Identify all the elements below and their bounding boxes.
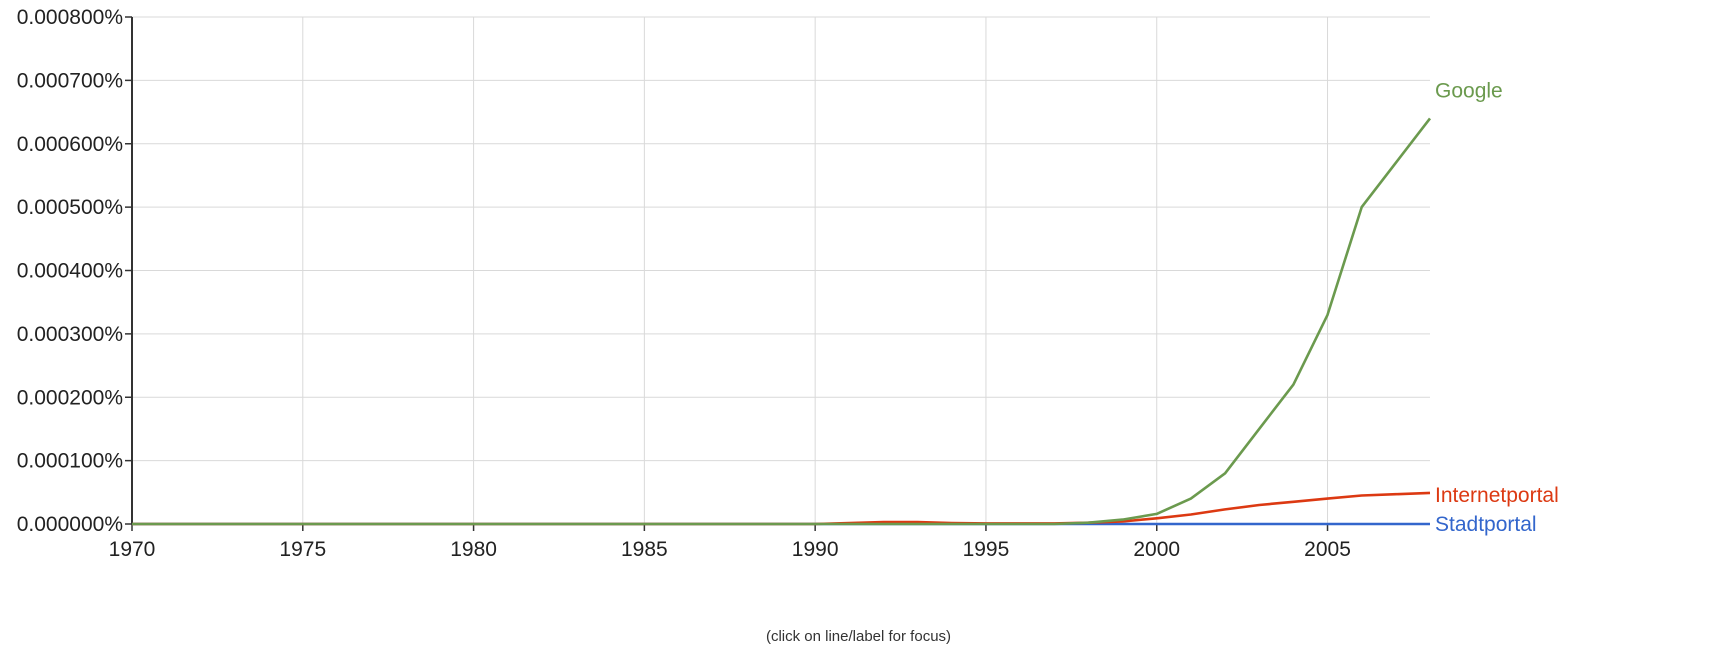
- x-tick-label: 1975: [279, 538, 326, 561]
- y-tick-label: 0.000000%: [17, 513, 123, 536]
- x-tick-label: 2000: [1133, 538, 1180, 561]
- y-tick-label: 0.000800%: [17, 6, 123, 29]
- series-labels[interactable]: Stadtportal Internetportal Google: [1435, 79, 1559, 536]
- y-tick-label: 0.000600%: [17, 133, 123, 156]
- y-tick-labels: 0.000000% 0.000100% 0.000200% 0.000300% 0.00…: [17, 6, 123, 536]
- series-label-internetportal[interactable]: Internetportal: [1435, 484, 1559, 507]
- y-tick-label: 0.000700%: [17, 69, 123, 92]
- y-tick-label: 0.000100%: [17, 450, 123, 473]
- x-tick-label: 1995: [963, 538, 1010, 561]
- series-lines[interactable]: [132, 117, 1432, 526]
- x-tick-label: 1970: [109, 538, 156, 561]
- series-line-google[interactable]: [132, 117, 1432, 526]
- y-tick-label: 0.000300%: [17, 323, 123, 346]
- focus-hint: (click on line/label for focus): [765, 628, 952, 645]
- series-label-stadtportal[interactable]: Stadtportal: [1435, 513, 1537, 536]
- axes: [125, 16, 1430, 531]
- y-tick-label: 0.000200%: [17, 386, 123, 409]
- gridlines: [131, 16, 1430, 525]
- x-tick-label: 1985: [621, 538, 668, 561]
- y-tick-label: 0.000400%: [17, 260, 123, 283]
- series-label-google[interactable]: Google: [1435, 79, 1503, 102]
- x-tick-label: 2005: [1304, 538, 1351, 561]
- x-tick-label: 1990: [792, 538, 839, 561]
- x-tick-labels: 1970 1975 1980 1985 1990 1995 2000 2005: [109, 538, 1351, 561]
- series-line-internetportal[interactable]: [132, 491, 1431, 526]
- x-tick-label: 1980: [450, 538, 497, 561]
- y-tick-label: 0.000500%: [17, 196, 123, 219]
